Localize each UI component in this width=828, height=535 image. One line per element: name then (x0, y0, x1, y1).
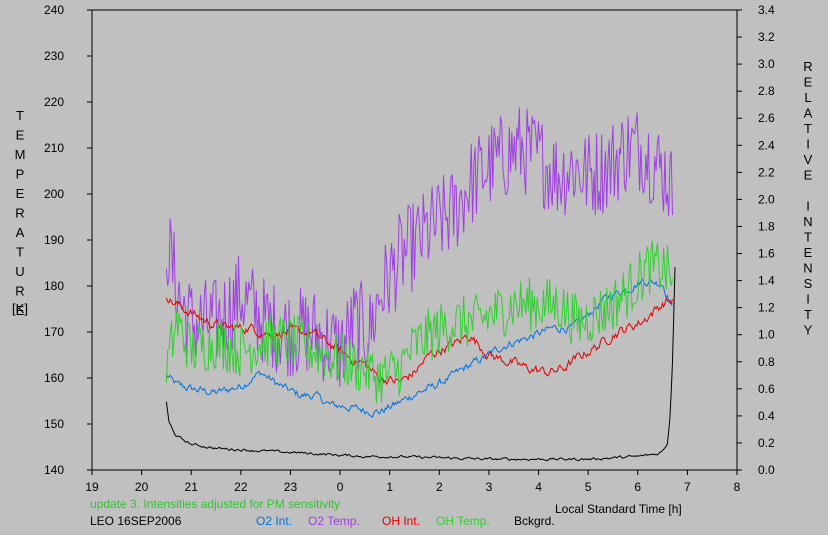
y-right-tick-label: 2.0 (758, 192, 775, 206)
y-left-tick-label: 230 (44, 49, 64, 63)
y-right-tick-label: 2.2 (758, 165, 775, 179)
y-right-label-letter: E (804, 168, 813, 183)
y-left-tick-label: 210 (44, 141, 64, 155)
series-line-oh-temp (165, 240, 673, 404)
update-note: update 3. Intensities adjusted for PM se… (90, 497, 341, 511)
y-right-label-letter: E (804, 75, 813, 90)
y-left-tick-label: 160 (44, 371, 64, 385)
station-date: LEO 16SEP2006 (90, 514, 182, 528)
y-left-tick-label: 150 (44, 417, 64, 431)
series-line-oh-int (165, 297, 673, 386)
x-tick-label: 4 (535, 480, 542, 494)
legend-bckgrd: Bckgrd. (514, 514, 555, 528)
series-layer (165, 107, 676, 462)
y-right-tick-label: 2.6 (758, 111, 775, 125)
x-tick-label: 3 (486, 480, 493, 494)
plot-area (91, 9, 738, 471)
y-right-label-letter: Y (804, 323, 813, 338)
y-right-label-letter: I (806, 199, 810, 214)
x-tick-label: 21 (185, 480, 199, 494)
y-left-unit: [K] (12, 301, 28, 316)
y-left-tick-label: 180 (44, 279, 64, 293)
y-right-label-letter: T (804, 121, 812, 136)
x-tick-label: 23 (284, 480, 298, 494)
x-tick-label: 1 (386, 480, 393, 494)
y-right-tick-label: 3.2 (758, 30, 775, 44)
legend-o2-int: O2 Int. (256, 514, 293, 528)
y-right-tick-label: 2.4 (758, 138, 775, 152)
legend-oh-int: OH Int. (382, 514, 421, 528)
y-right-tick-label: 1.0 (758, 328, 775, 342)
y-right-tick-label: 1.6 (758, 247, 775, 261)
y-right-label-letter: S (804, 276, 813, 291)
y-left-label-letter: R (15, 206, 24, 221)
y-left-tick-label: 190 (44, 233, 64, 247)
x-tick-label: 22 (234, 480, 248, 494)
y-right-label-letter: I (806, 137, 810, 152)
y-left-label-letter: P (16, 167, 25, 182)
x-tick-label: 19 (85, 480, 99, 494)
x-tick-label: 0 (337, 480, 344, 494)
y-right-label-letter: L (804, 90, 811, 105)
x-tick-label: 5 (585, 480, 592, 494)
series-line-o2-temp (165, 107, 673, 387)
legend-oh-temp: OH Temp. (436, 514, 490, 528)
axes-layer: 19 20 21 22 23 0 1 2 3 4 5 6 7 8140150160170180190200… (12, 3, 813, 494)
x-tick-label: 20 (135, 480, 149, 494)
y-left-label-letter: T (16, 108, 24, 123)
y-left-tick-label: 200 (44, 187, 64, 201)
x-tick-label: 8 (734, 480, 741, 494)
y-right-tick-label: 1.4 (758, 274, 775, 288)
y-right-label-letter: E (804, 245, 813, 260)
y-left-tick-label: 170 (44, 325, 64, 339)
y-left-label-letter: T (16, 245, 24, 260)
y-right-label-letter: N (803, 261, 812, 276)
y-right-label-letter: N (803, 214, 812, 229)
y-left-label-letter: E (16, 303, 25, 318)
x-tick-label: 7 (684, 480, 691, 494)
y-left-label-letter: E (16, 128, 25, 143)
series-line-bckgrd (165, 267, 676, 462)
x-tick-label: 2 (436, 480, 443, 494)
x-axis-label: Local Standard Time [h] (555, 502, 682, 516)
y-right-label-letter: T (804, 307, 812, 322)
y-right-tick-label: 3.4 (758, 3, 775, 17)
y-left-label-letter: U (15, 264, 24, 279)
y-right-label-letter: R (803, 59, 812, 74)
y-right-tick-label: 0.2 (758, 436, 775, 450)
x-tick-label: 6 (634, 480, 641, 494)
y-right-tick-label: 1.8 (758, 219, 775, 233)
y-right-label-letter: I (806, 292, 810, 307)
y-right-tick-label: 1.2 (758, 301, 775, 315)
y-right-label-letter: V (804, 152, 813, 167)
y-right-label-letter: T (804, 230, 812, 245)
y-left-label-letter: R (15, 284, 24, 299)
y-right-tick-label: 3.0 (758, 57, 775, 71)
y-right-tick-label: 0.6 (758, 382, 775, 396)
y-right-tick-label: 0.8 (758, 355, 775, 369)
y-left-tick-label: 240 (44, 3, 64, 17)
y-left-tick-label: 220 (44, 95, 64, 109)
y-left-label-letter: E (16, 186, 25, 201)
y-right-tick-label: 0.4 (758, 409, 775, 423)
legend-o2-temp: O2 Temp. (308, 514, 360, 528)
y-left-label-letter: M (15, 147, 26, 162)
y-left-label-letter: A (16, 225, 25, 240)
y-right-label-letter: A (804, 106, 813, 121)
y-right-tick-label: 0.0 (758, 463, 775, 477)
y-left-tick-label: 140 (44, 463, 64, 477)
y-right-tick-label: 2.8 (758, 84, 775, 98)
series-line-o2-int (165, 278, 673, 418)
